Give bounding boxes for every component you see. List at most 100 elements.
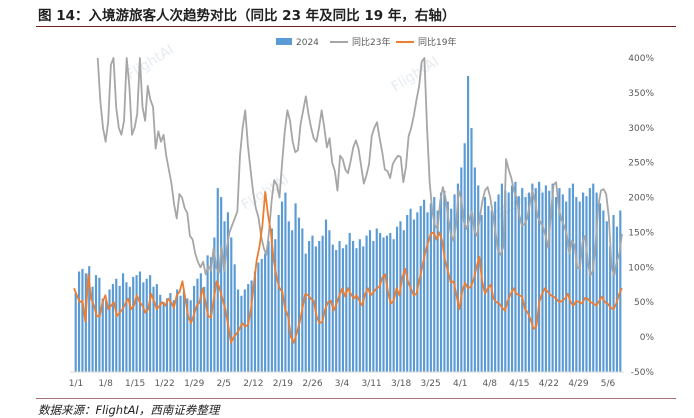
bar-2024-63: [287, 221, 290, 372]
bar-2024-137: [538, 181, 541, 372]
bar-2024-28: [169, 293, 172, 372]
bar-2024-128: [507, 192, 510, 372]
bar-2024-7: [98, 277, 101, 372]
bar-2024-46: [230, 237, 233, 372]
bar-2024-86: [365, 235, 368, 372]
bar-2024-142: [554, 197, 558, 372]
y2-tick-label: 100%: [628, 263, 654, 273]
bar-2024-104: [426, 212, 429, 372]
bar-2024-22: [149, 275, 152, 372]
bar-2024-136: [534, 188, 537, 372]
x-tick-label: 3/4: [335, 379, 350, 389]
bar-2024-82: [351, 241, 355, 372]
bar-2024-91: [382, 237, 385, 372]
bar-2024-60: [277, 215, 280, 372]
bar-series-2024: [74, 75, 622, 372]
bar-2024-138: [541, 192, 544, 372]
bar-2024-20: [142, 282, 145, 372]
bar-2024-103: [423, 199, 426, 372]
bar-2024-110: [446, 201, 449, 372]
bar-2024-141: [551, 183, 554, 372]
x-tick-label: 1/29: [184, 379, 204, 389]
bar-2024-17: [132, 276, 135, 372]
bar-2024-143: [558, 188, 561, 372]
bar-2024-118: [473, 167, 476, 372]
watermark-text-2: FlightAI: [389, 54, 442, 96]
bar-2024-37: [199, 273, 202, 372]
bar-2024-121: [483, 197, 487, 372]
bar-2024-80: [345, 244, 348, 372]
bar-2024-3: [84, 273, 87, 372]
bar-2024-139: [544, 185, 547, 372]
bar-2024-6: [94, 275, 98, 372]
bar-2024-148: [575, 197, 578, 372]
bar-2024-140: [548, 190, 551, 372]
bar-2024-134: [527, 192, 531, 372]
bar-2024-2: [81, 268, 84, 372]
bar-2024-12: [115, 278, 118, 372]
bar-2024-31: [179, 295, 182, 372]
bar-2024-29: [172, 300, 175, 372]
x-tick-label: 3/25: [421, 379, 441, 389]
bar-2024-49: [240, 295, 243, 372]
bar-2024-69: [308, 241, 311, 372]
bar-2024-38: [203, 286, 206, 372]
bar-2024-66: [297, 217, 301, 372]
bar-2024-32: [182, 291, 186, 372]
y2-tick-label: 300%: [628, 124, 654, 134]
bar-2024-57: [267, 241, 270, 372]
bar-2024-64: [291, 230, 294, 372]
bar-2024-44: [223, 221, 226, 372]
bar-2024-147: [571, 183, 575, 372]
bar-2024-55: [260, 258, 263, 372]
bar-2024-87: [368, 230, 372, 372]
bar-2024-96: [399, 221, 402, 372]
bar-2024-125: [497, 194, 500, 372]
bar-2024-131: [517, 196, 520, 372]
bar-2024-89: [375, 228, 378, 372]
bar-2024-94: [392, 239, 395, 372]
legend-swatch-2024: [276, 38, 292, 45]
bar-2024-27: [165, 298, 169, 372]
bar-2024-65: [294, 203, 297, 372]
x-tick-label: 4/8: [483, 379, 498, 389]
bar-2024-83: [355, 248, 358, 372]
bar-2024-25: [159, 294, 162, 372]
bar-2024-97: [402, 230, 405, 372]
bar-2024-106: [433, 197, 436, 372]
bar-2024-23: [152, 286, 155, 372]
bar-2024-95: [395, 226, 399, 372]
x-tick-label: 4/22: [539, 379, 559, 389]
bar-2024-35: [193, 285, 196, 372]
bar-2024-127: [504, 190, 507, 372]
bar-2024-79: [341, 248, 344, 372]
figure-title: 图 14：入境游旅客人次趋势对比（同比 23 年及同比 19 年，右轴）: [38, 8, 456, 24]
y2-tick-label: 150%: [628, 228, 654, 238]
bar-2024-10: [108, 289, 111, 372]
bar-2024-30: [176, 289, 179, 372]
bar-2024-157: [605, 221, 608, 372]
bar-2024-62: [284, 192, 287, 372]
bar-2024-67: [301, 228, 304, 372]
bar-2024-19: [138, 271, 142, 372]
bar-2024-124: [494, 201, 497, 372]
bar-2024-52: [250, 280, 253, 372]
bar-2024-81: [348, 232, 351, 372]
bar-2024-107: [436, 210, 439, 372]
bar-2024-152: [588, 188, 591, 372]
bar-2024-11: [111, 284, 114, 372]
bar-2024-117: [470, 127, 473, 372]
bar-2024-130: [514, 181, 517, 372]
bar-2024-90: [379, 232, 382, 372]
bar-2024-68: [304, 253, 307, 372]
bar-2024-70: [311, 235, 314, 372]
bar-2024-92: [385, 235, 388, 372]
bar-2024-21: [145, 278, 148, 372]
bar-2024-98: [406, 215, 409, 372]
bar-2024-129: [510, 185, 514, 372]
bar-2024-150: [582, 192, 585, 372]
title-rule: [36, 26, 676, 27]
bar-2024-111: [450, 208, 453, 372]
bar-2024-156: [602, 210, 605, 372]
